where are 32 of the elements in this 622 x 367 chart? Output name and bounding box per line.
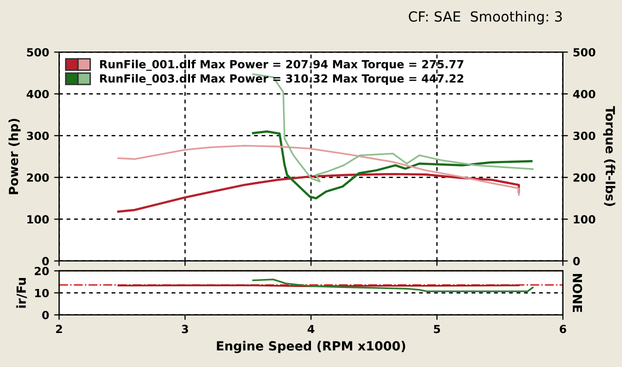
y-tick-label: 20 bbox=[34, 266, 49, 276]
y-tick-label: 300 bbox=[26, 132, 49, 140]
chart-title: CF: SAE Smoothing: 3 bbox=[408, 11, 562, 24]
y-tick-label: 0 bbox=[42, 310, 49, 320]
y-tick-label: 0 bbox=[42, 256, 49, 266]
y2-axis-title: Torque (ft-lbs) bbox=[603, 106, 616, 206]
line-series bbox=[117, 144, 520, 196]
y2-tick-label: 300 bbox=[573, 132, 596, 140]
y-tick-label: 100 bbox=[27, 215, 49, 224]
x-tick-label: 2 bbox=[56, 324, 62, 334]
x-tick-label: 3 bbox=[182, 324, 188, 334]
y2-tick-label: 500 bbox=[573, 48, 596, 56]
y-tick-label: 400 bbox=[26, 90, 49, 98]
x-tick-label: 5 bbox=[434, 324, 440, 334]
y-tick-label: 500 bbox=[27, 48, 49, 56]
line-series bbox=[252, 130, 533, 200]
x-tick-label: 6 bbox=[560, 324, 566, 334]
legend-label: RunFile_001.dlf Max Power = 207.94 Max Torque = 275.77 bbox=[100, 60, 464, 71]
y2-tick-label: 100 bbox=[574, 215, 596, 224]
y-axis-title: Power (hp) bbox=[8, 118, 21, 194]
y2-axis-title: NONE bbox=[572, 274, 582, 312]
x-axis-title: Engine Speed (RPM x1000) bbox=[216, 340, 406, 354]
y-tick-label: 200 bbox=[27, 173, 49, 182]
y2-tick-label: 0 bbox=[573, 256, 580, 266]
y2-tick-label: 200 bbox=[574, 173, 596, 182]
y2-tick-label: 400 bbox=[573, 90, 596, 98]
line-series bbox=[252, 278, 534, 292]
x-tick-label: 4 bbox=[308, 324, 314, 334]
legend-label: RunFile_003.dlf Max Power = 310.32 Max Torque = 447.22 bbox=[100, 74, 464, 86]
y-tick-label: 10 bbox=[35, 288, 49, 298]
y-axis-title: ir/Fu bbox=[16, 278, 27, 308]
line-series bbox=[117, 172, 520, 213]
